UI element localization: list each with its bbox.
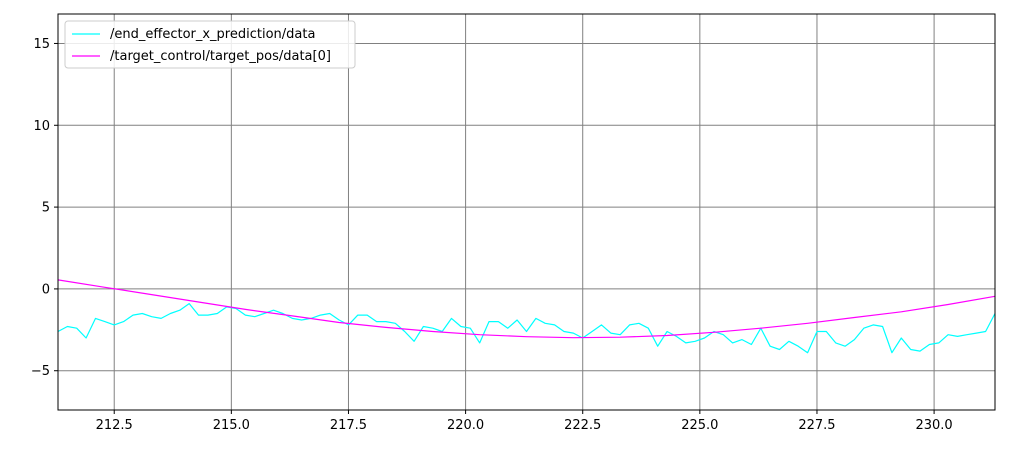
grid-lines bbox=[58, 14, 995, 410]
x-tick-label: 230.0 bbox=[915, 418, 952, 433]
y-tick-label: 5 bbox=[42, 201, 50, 216]
x-tick-label: 220.0 bbox=[447, 418, 484, 433]
plot-area bbox=[58, 14, 995, 410]
x-tick-label: 225.0 bbox=[681, 418, 718, 433]
y-axis: −5 0 5 10 15 bbox=[31, 37, 58, 379]
y-tick-label: 15 bbox=[33, 37, 50, 52]
y-tick-label: −5 bbox=[31, 364, 50, 379]
x-tick-label: 212.5 bbox=[96, 418, 133, 433]
x-tick-label: 222.5 bbox=[564, 418, 601, 433]
x-tick-label: 227.5 bbox=[798, 418, 835, 433]
plot-frame bbox=[57, 13, 996, 411]
x-tick-label: 217.5 bbox=[330, 418, 367, 433]
legend-box bbox=[64, 20, 356, 69]
series-layer bbox=[57, 279, 996, 354]
series-line-target-pos bbox=[57, 279, 996, 339]
y-tick-label: 10 bbox=[33, 119, 50, 134]
series-line-end-effector bbox=[57, 303, 996, 354]
y-tick-label: 0 bbox=[42, 282, 50, 297]
legend-label-end-effector: /end_effector_x_prediction/data bbox=[110, 27, 315, 42]
x-tick-label: 215.0 bbox=[213, 418, 250, 433]
legend-label-target-pos: /target_control/target_pos/data[0] bbox=[110, 49, 331, 64]
x-axis: 212.5 215.0 217.5 220.0 222.5 225.0 227.5 230.0 bbox=[96, 410, 953, 433]
legend: /end_effector_x_prediction/data /target_… bbox=[64, 20, 356, 69]
